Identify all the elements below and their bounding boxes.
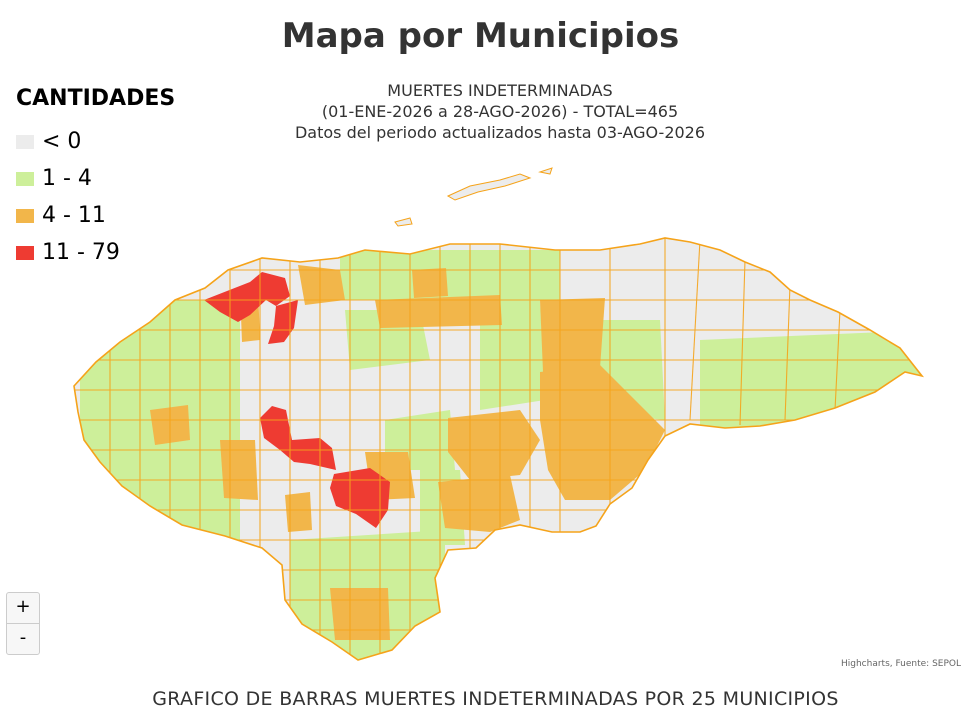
legend-swatch [16, 208, 34, 223]
legend: CANTIDADES < 0 1 - 4 4 - 11 11 - 79 [16, 86, 175, 271]
legend-item-high[interactable]: 11 - 79 [16, 234, 175, 271]
map-subtitle: MUERTES INDETERMINADAS (01-ENE-2026 a 28… [0, 80, 961, 143]
legend-item-low[interactable]: 1 - 4 [16, 160, 175, 197]
subtitle-line-3: Datos del periodo actualizados hasta 03-… [294, 123, 706, 142]
country-outline [73, 237, 925, 661]
zoom-out-button[interactable]: - [6, 623, 40, 655]
subtitle-line-2: (01-ENE-2026 a 28-AGO-2026) - TOTAL=465 [321, 102, 679, 121]
legend-item-mid[interactable]: 4 - 11 [16, 197, 175, 234]
subtitle-line-1: MUERTES INDETERMINADAS [387, 81, 613, 100]
map-title: Mapa por Municipios [281, 16, 680, 56]
zoom-in-button[interactable]: + [6, 592, 40, 624]
legend-title: CANTIDADES [16, 86, 176, 111]
legend-label: < 0 [42, 129, 82, 154]
legend-swatch [16, 171, 34, 186]
municipalities-layer [74, 238, 922, 660]
chart-caption: GRAFICO DE BARRAS MUERTES INDETERMINADAS… [152, 688, 839, 710]
legend-swatch [16, 134, 34, 149]
legend-label: 11 - 79 [42, 240, 120, 265]
bay-islands [394, 167, 553, 227]
legend-item-none[interactable]: < 0 [16, 123, 175, 160]
legend-label: 1 - 4 [42, 166, 92, 191]
credits-link[interactable]: Highcharts, Fuente: SEPOL [840, 659, 961, 669]
legend-swatch [16, 245, 34, 260]
legend-label: 4 - 11 [42, 203, 106, 228]
